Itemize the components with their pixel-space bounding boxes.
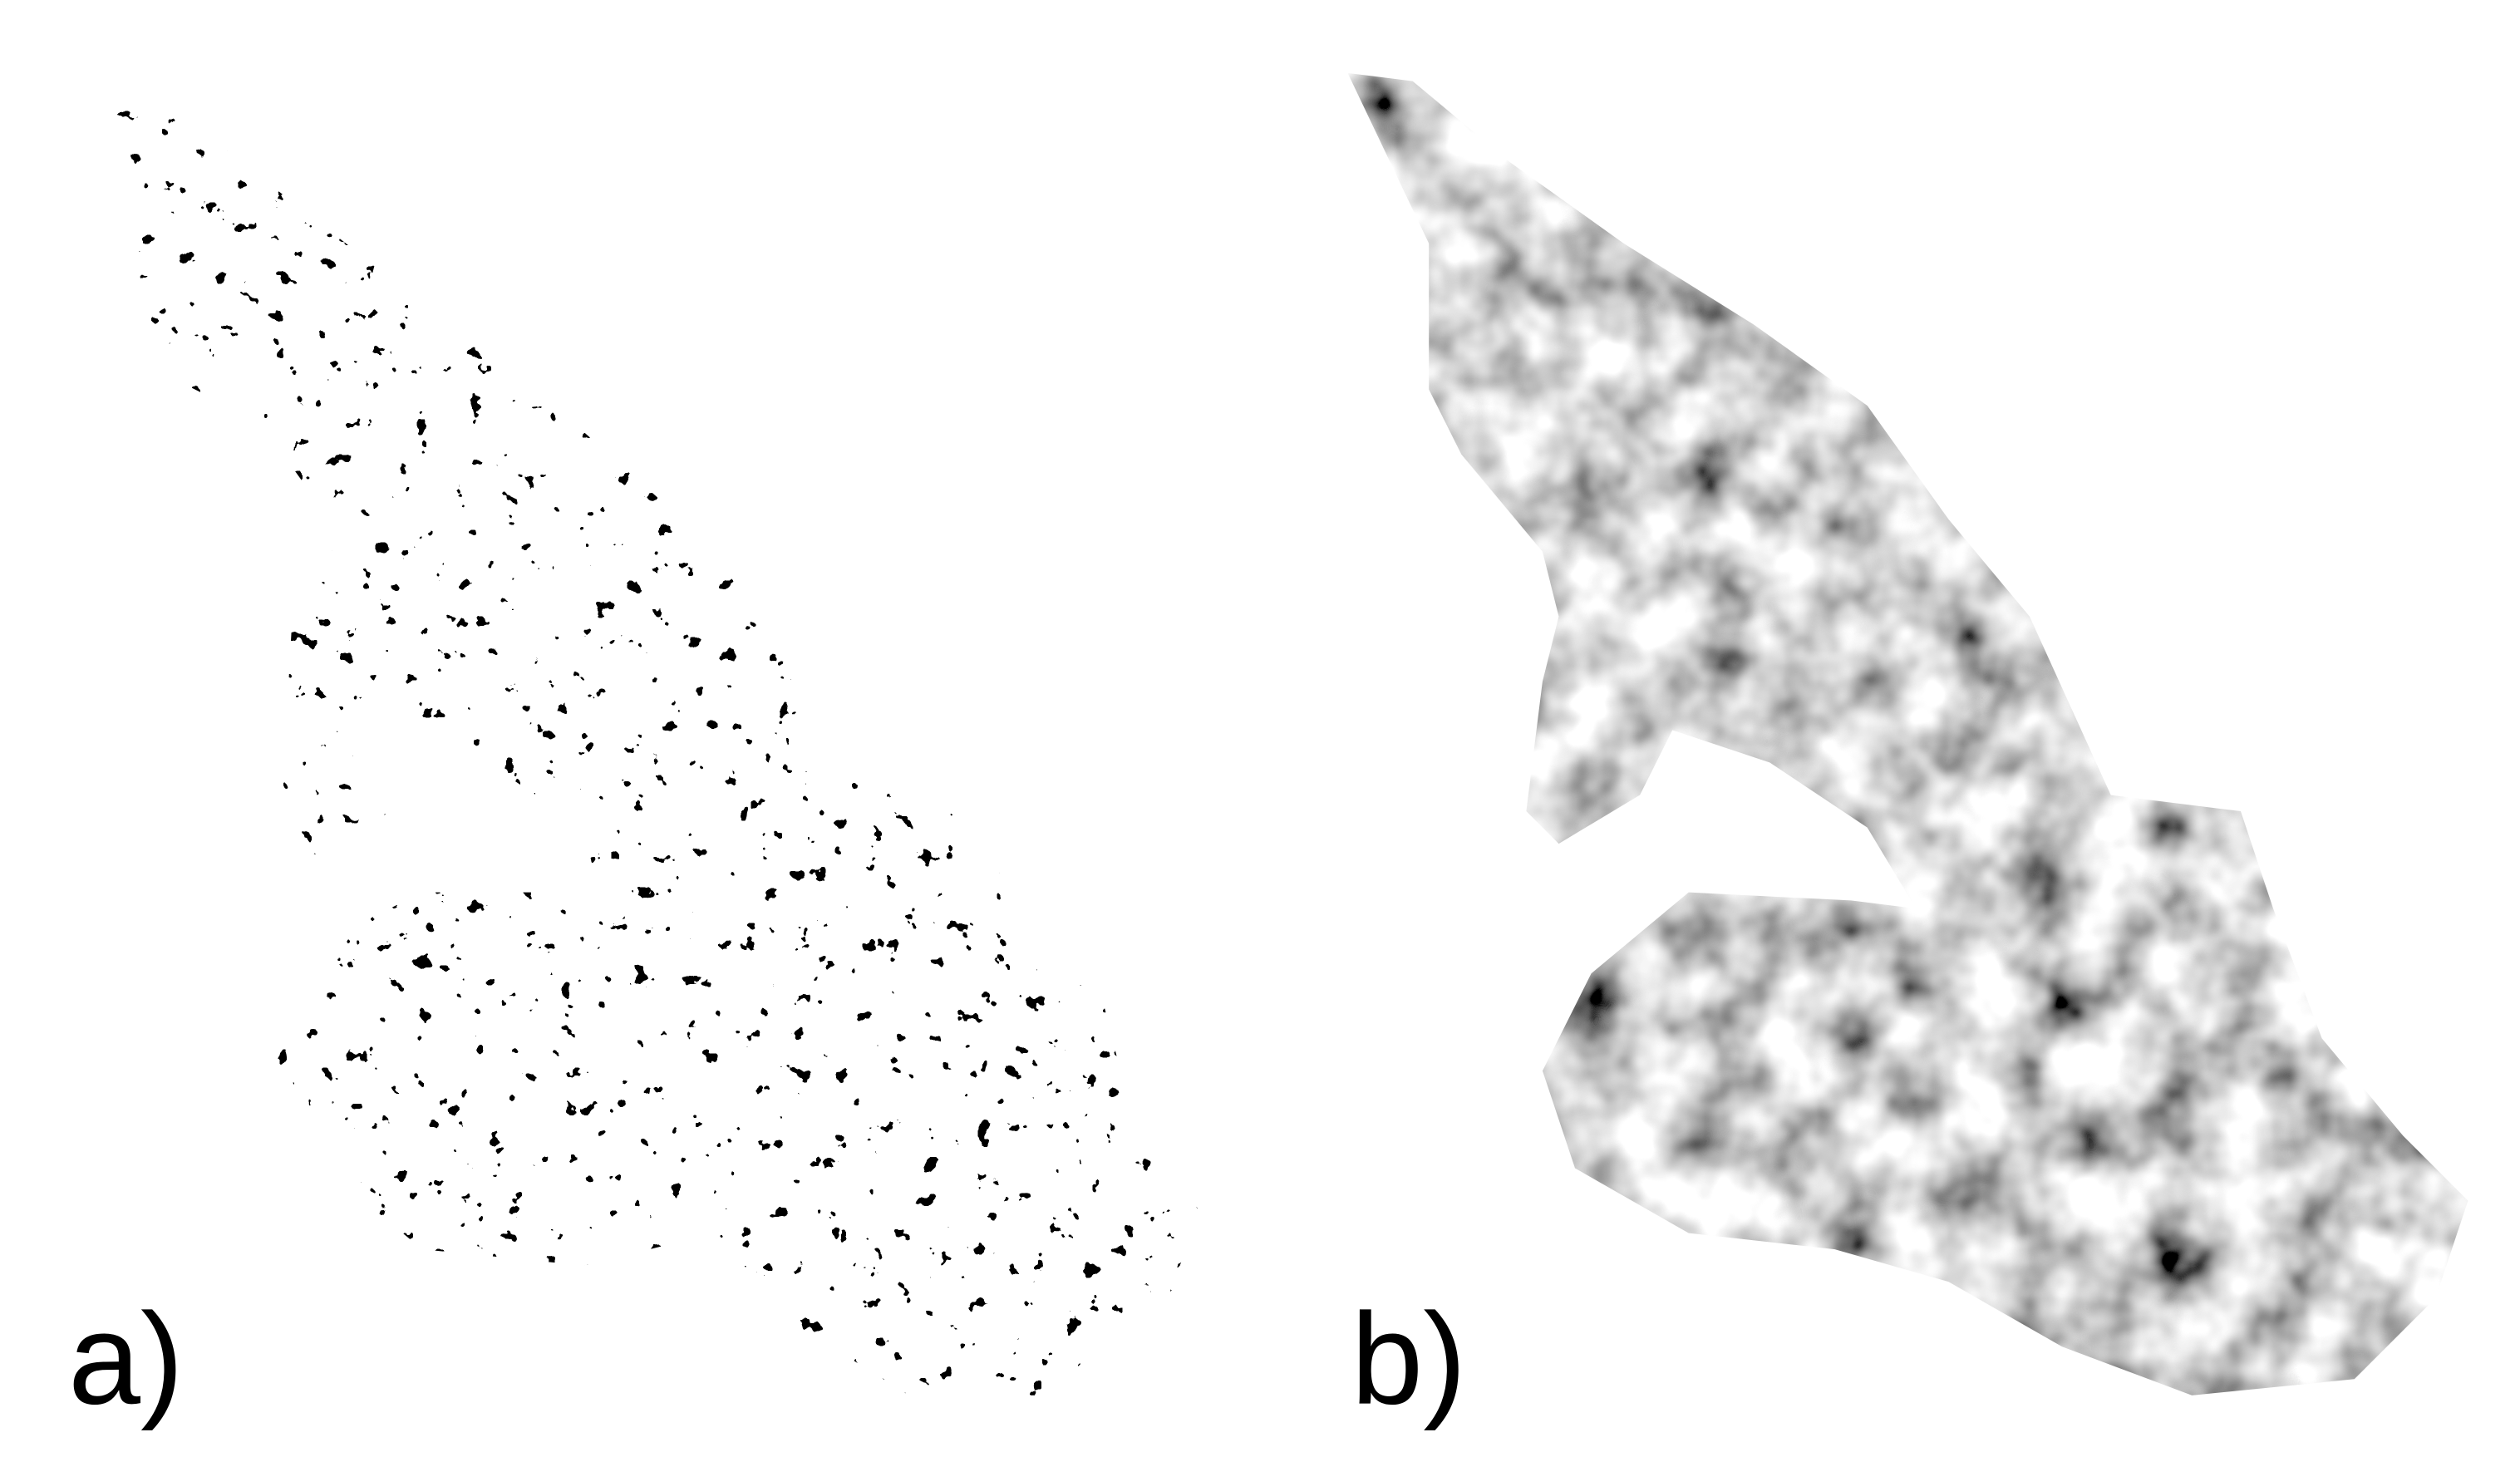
panel-label: a) [68, 1287, 184, 1432]
panel-label: b) [1351, 1287, 1466, 1432]
